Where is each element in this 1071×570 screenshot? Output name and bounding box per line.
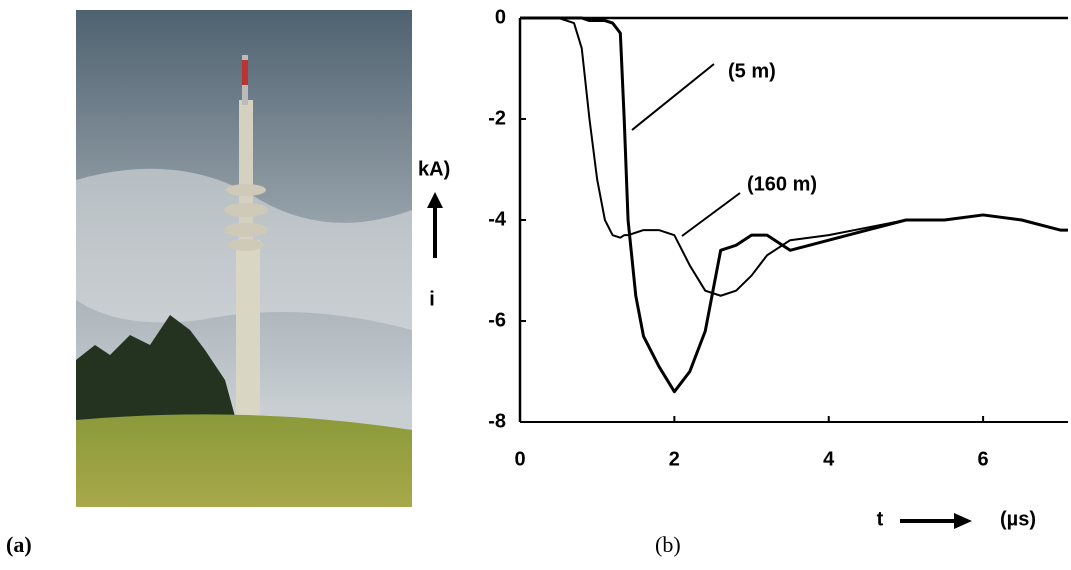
y-tick-label: -6 [488, 309, 506, 331]
x-tick-label: 6 [978, 448, 989, 470]
annotation: (5 m) [728, 60, 776, 82]
x-tick-label: 4 [823, 448, 835, 470]
leader-line [631, 63, 715, 131]
panel-label: (b) [655, 532, 681, 557]
data-line [520, 17, 1068, 297]
axis-arrow-head [427, 192, 443, 208]
plot: 0 -2 -4 -6 -8 0 2 4 6 (5 m) (160 m) kA) i t (µs) [418, 6, 1068, 530]
y-axis-label: i [429, 288, 435, 310]
y-tick-label: -8 [488, 410, 506, 432]
axis-arrow-head [954, 513, 972, 529]
panel-label: (a) [6, 532, 32, 557]
x-tick-label: 0 [514, 448, 525, 470]
x-axis-label: t [877, 508, 884, 530]
photo [76, 10, 412, 507]
y-tick-label: 0 [495, 6, 506, 28]
y-axis-unit: kA) [418, 158, 450, 180]
leader-line [681, 192, 741, 237]
x-tick-label: 2 [669, 448, 680, 470]
y-tick-label: -2 [488, 107, 506, 129]
y-tick-label: -4 [488, 208, 507, 230]
annotation: (160 m) [747, 173, 817, 195]
x-axis-unit: (µs) [1000, 508, 1036, 530]
